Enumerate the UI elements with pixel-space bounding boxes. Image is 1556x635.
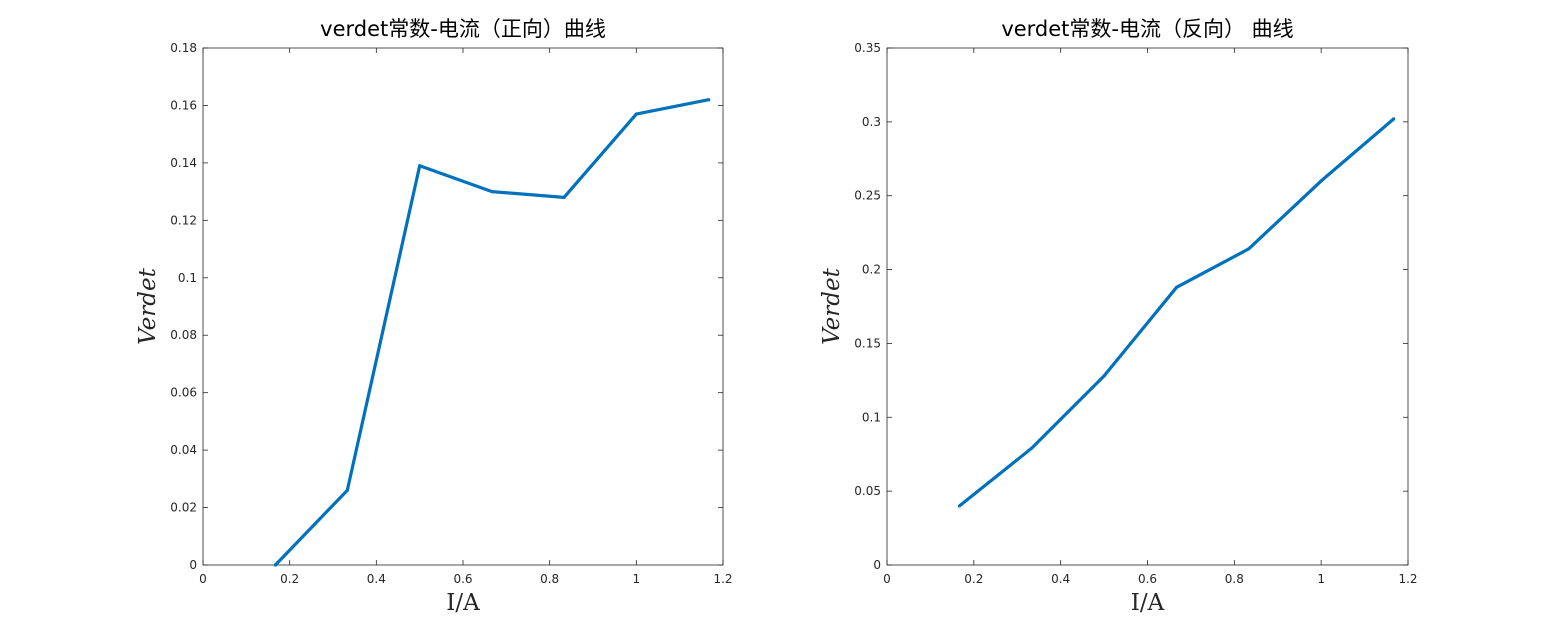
forward-ytick-label: 0.18 xyxy=(170,41,197,55)
forward-xtick-label: 0 xyxy=(199,572,207,586)
forward-xtick-label: 0.4 xyxy=(367,572,386,586)
reverse-xtick-label: 1.2 xyxy=(1398,572,1417,586)
reverse-xtick-label: 0 xyxy=(883,572,891,586)
forward-x-axis-label: I/A xyxy=(446,590,480,616)
forward-data-point xyxy=(345,488,349,492)
forward-ytick-label: 0.04 xyxy=(170,443,197,457)
reverse-ytick-label: 0 xyxy=(873,558,881,572)
forward-ytick-label: 0.1 xyxy=(178,271,197,285)
forward-y-axis-label: Verdet xyxy=(135,267,161,344)
reverse-ytick-label: 0.2 xyxy=(862,263,881,277)
reverse-xtick-label: 0.8 xyxy=(1225,572,1244,586)
reverse-data-point xyxy=(1174,285,1179,289)
reverse-data-point xyxy=(957,504,962,508)
forward-ytick-label: 0 xyxy=(189,558,197,572)
forward-data-point xyxy=(562,195,566,199)
chart-forward: 0 0.2 0.4 0.6 0.8 1 1.2 0 0.02 0.04 0.06 0.08 0.1 0.1… xyxy=(135,17,733,616)
reverse-x-axis-label: I/A xyxy=(1131,590,1165,616)
forward-data-point xyxy=(490,190,494,194)
forward-xtick-label: 1 xyxy=(633,572,641,586)
reverse-ytick-label: 0.05 xyxy=(854,484,881,498)
reverse-ytick-label: 0.35 xyxy=(854,41,881,55)
forward-data-point xyxy=(418,164,422,168)
forward-ytick-label: 0.16 xyxy=(170,98,197,112)
forward-xtick-label: 0.6 xyxy=(453,572,472,586)
forward-xtick-label: 1.2 xyxy=(713,572,732,586)
reverse-axes-box xyxy=(886,47,1409,566)
reverse-ytick-label: 0.25 xyxy=(854,189,881,203)
reverse-data-point xyxy=(1247,247,1251,251)
forward-xtick-label: 0.8 xyxy=(540,572,559,586)
forward-ytick-label: 0.14 xyxy=(170,156,197,170)
forward-ytick-label: 0.12 xyxy=(170,213,197,227)
reverse-data-point xyxy=(1029,446,1034,450)
reverse-data-point xyxy=(1392,117,1396,121)
chart-reverse: 0 0.2 0.4 0.6 0.8 1 1.2 0 0.05 0.1 0.15 0.2 0.25 0.3 0… xyxy=(819,17,1418,616)
forward-chart-title: verdet常数-电流（正向）曲线 xyxy=(320,17,606,41)
reverse-xtick-label: 0.2 xyxy=(964,572,983,586)
forward-data-point xyxy=(707,98,711,102)
reverse-data-point xyxy=(1102,374,1106,378)
reverse-xtick-label: 1 xyxy=(1317,572,1325,586)
reverse-chart-title: verdet常数-电流（反向） 曲线 xyxy=(1001,17,1293,41)
reverse-xtick-label: 0.4 xyxy=(1051,572,1070,586)
reverse-xtick-label: 0.6 xyxy=(1138,572,1157,586)
forward-data-point xyxy=(634,112,638,116)
reverse-ytick-label: 0.15 xyxy=(854,336,881,350)
forward-axes-box xyxy=(202,47,724,566)
forward-xtick-label: 0.2 xyxy=(280,572,299,586)
forward-ytick-label: 0.08 xyxy=(170,328,197,342)
forward-ytick-label: 0.06 xyxy=(170,386,197,400)
forward-ytick-label: 0.02 xyxy=(170,501,197,515)
reverse-y-axis-label: Verdet xyxy=(819,267,845,344)
reverse-ytick-label: 0.1 xyxy=(862,410,881,424)
reverse-data-point xyxy=(1319,179,1323,183)
reverse-ytick-label: 0.3 xyxy=(862,115,881,129)
forward-data-point xyxy=(273,563,277,567)
